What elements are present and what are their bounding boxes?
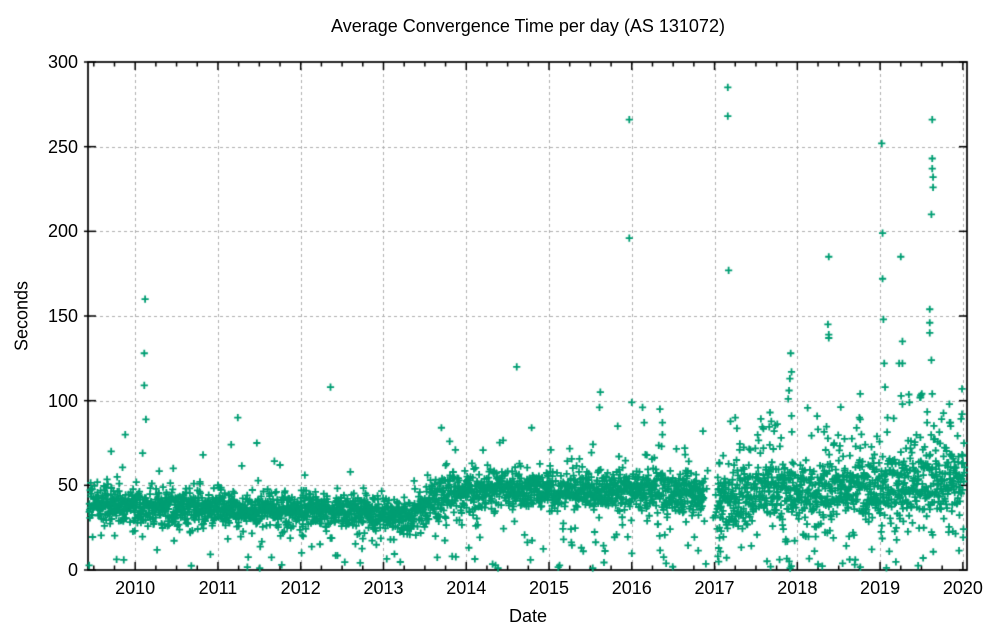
- x-tick-label: 2013: [363, 578, 404, 598]
- x-tick-label: 2011: [198, 578, 238, 598]
- x-axis-label: Date: [508, 606, 548, 626]
- x-tick-label: 2018: [777, 578, 818, 598]
- x-tick-label: 2014: [446, 578, 487, 598]
- y-tick-label: 0: [67, 560, 78, 580]
- x-tick-label: 2016: [611, 578, 652, 598]
- y-tick-label: 50: [57, 475, 78, 496]
- x-tick-label: 2017: [694, 578, 735, 598]
- x-tick-label: 2015: [528, 578, 570, 598]
- y-tick-label: 300: [47, 52, 78, 72]
- x-tick-label: 2020: [942, 578, 983, 598]
- chart-title: Average Convergence Time per day (AS 131…: [331, 16, 725, 36]
- y-tick-label: 250: [47, 136, 78, 157]
- x-tick-label: 2012: [280, 578, 321, 598]
- y-tick-label: 200: [47, 221, 78, 242]
- x-tick-label: 2010: [115, 578, 156, 598]
- x-tick-label: 2019: [860, 578, 901, 598]
- y-tick-label: 100: [47, 390, 78, 411]
- y-tick-label: 150: [47, 306, 78, 326]
